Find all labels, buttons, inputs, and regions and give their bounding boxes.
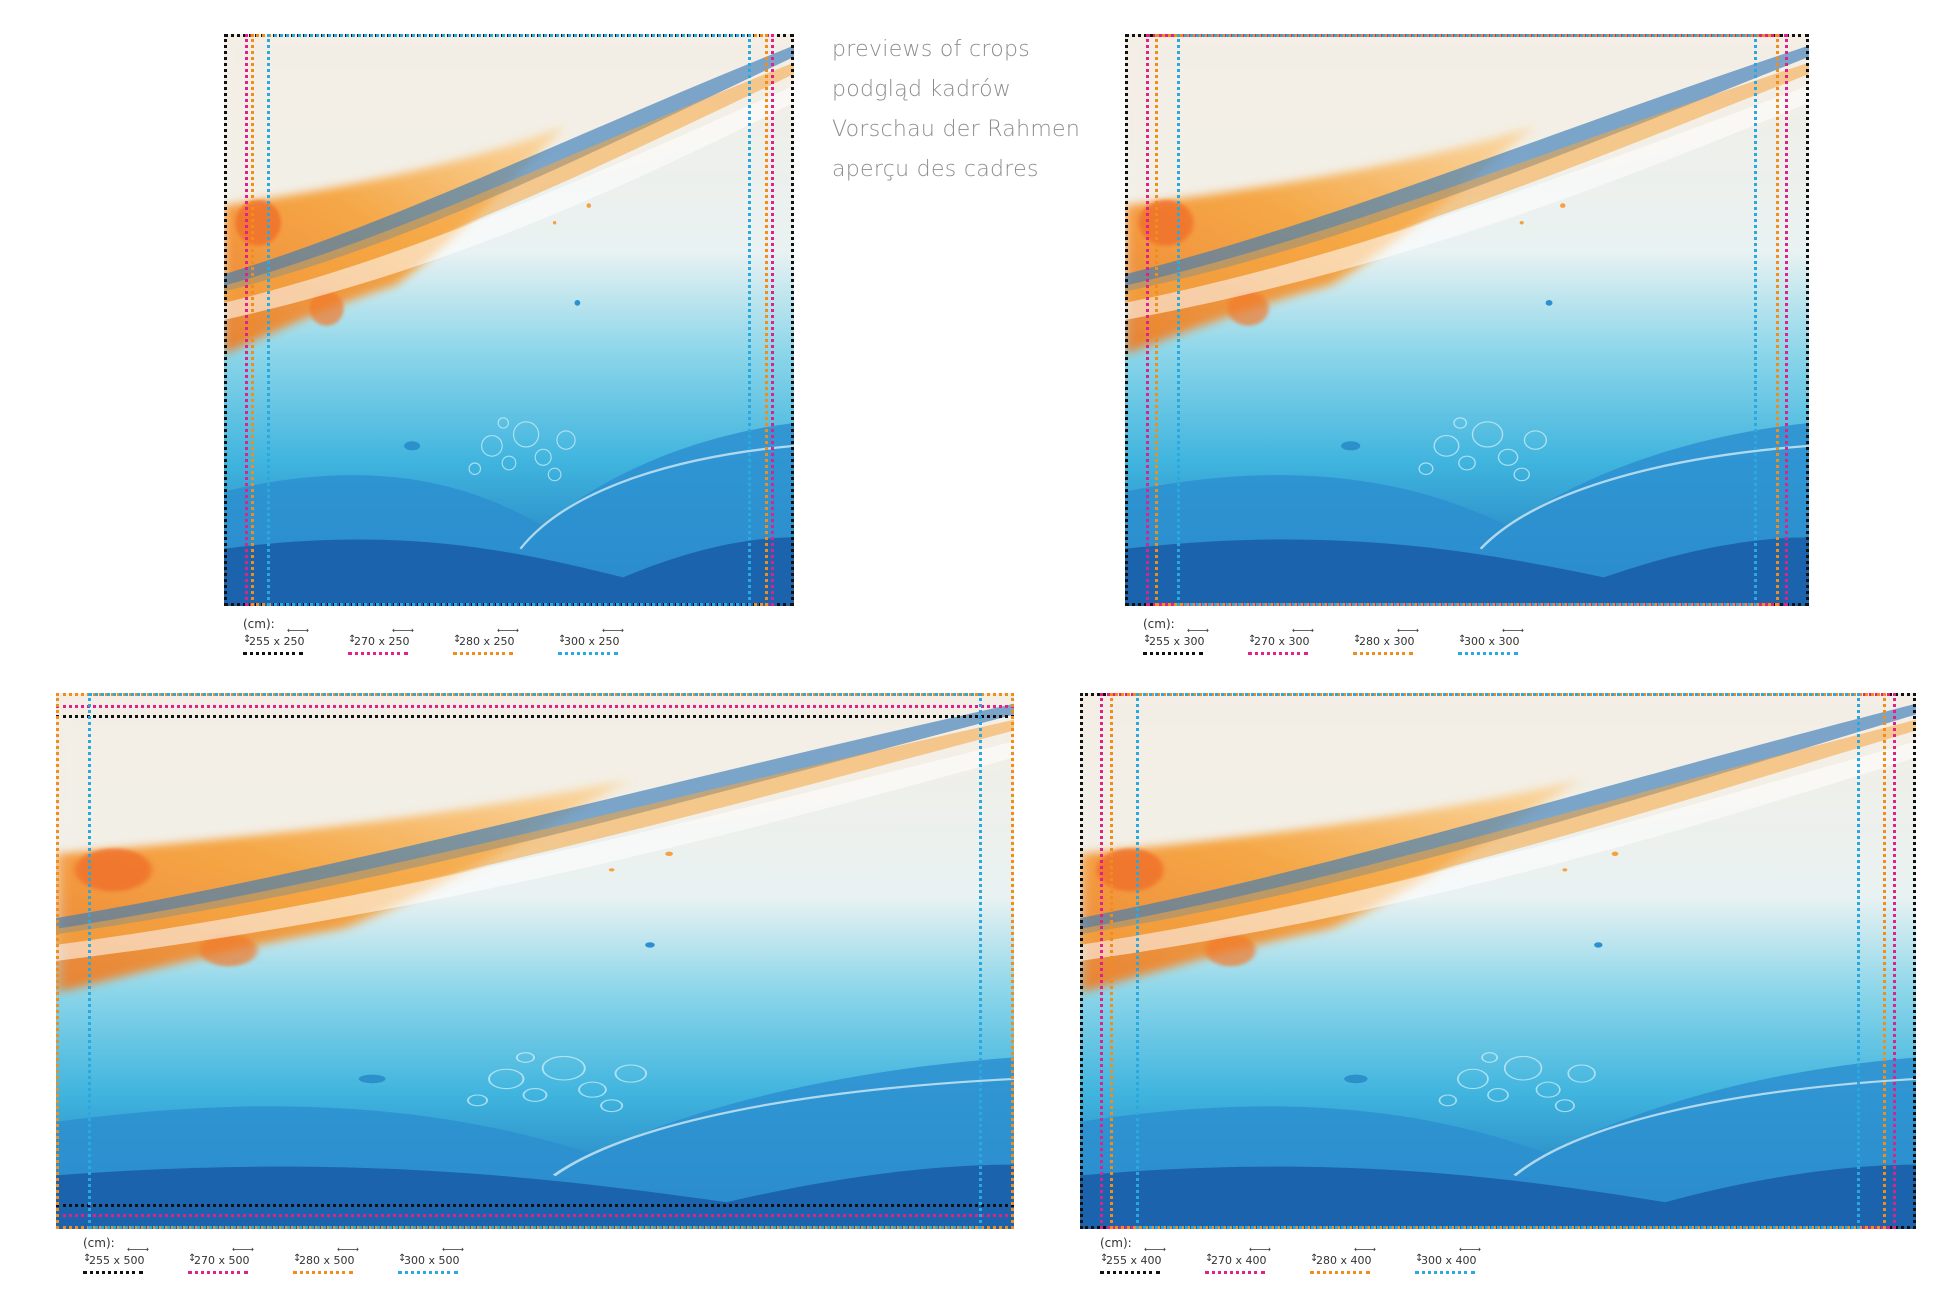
legend-label: 300 x 250 xyxy=(564,635,620,648)
legend-line-orange xyxy=(453,652,513,655)
legend-line-black xyxy=(243,652,303,655)
legend-500: (cm): ↕ ⟵⟶ 255 x 500 ↕ ⟵⟶ 270 x 500 ↕ ⟵⟶ 280 x… xyxy=(83,1236,503,1274)
legend-label: 270 x 500 xyxy=(194,1254,250,1267)
crop-preview-500 xyxy=(56,693,1014,1229)
legend-item: ↕ ⟵⟶ 300 x 300 xyxy=(1458,626,1563,655)
legend-label: 270 x 300 xyxy=(1254,635,1310,648)
legend-line-blue xyxy=(1458,652,1518,655)
legend-label: 280 x 250 xyxy=(459,635,515,648)
legend-item: ↕ ⟵⟶ 270 x 400 xyxy=(1205,1245,1310,1274)
legend-label: 255 x 500 xyxy=(89,1254,145,1267)
legend-item: ↕ ⟵⟶ 300 x 500 xyxy=(398,1245,503,1274)
title-block: previews of crops podgląd kadrów Vorscha… xyxy=(832,30,1080,190)
legend-line-pink xyxy=(348,652,408,655)
legend-label: 280 x 300 xyxy=(1359,635,1415,648)
legend-line-orange xyxy=(1353,652,1413,655)
legend-400: (cm): ↕ ⟵⟶ 255 x 400 ↕ ⟵⟶ 270 x 400 ↕ ⟵⟶ 280 x… xyxy=(1100,1236,1520,1274)
legend-line-pink xyxy=(1248,652,1308,655)
legend-label: 300 x 500 xyxy=(404,1254,460,1267)
legend-item: ↕ ⟵⟶ 280 x 400 xyxy=(1310,1245,1415,1274)
legend-item: ↕ ⟵⟶ 270 x 500 xyxy=(188,1245,293,1274)
artwork-image xyxy=(1125,34,1809,606)
legend-label: 270 x 400 xyxy=(1211,1254,1267,1267)
legend-item: ↕ ⟵⟶ 300 x 250 xyxy=(558,626,663,655)
legend-label: 255 x 300 xyxy=(1149,635,1205,648)
legend-item: ↕ ⟵⟶ 255 x 400 xyxy=(1100,1245,1205,1274)
legend-item: ↕ ⟵⟶ 255 x 250 xyxy=(243,626,348,655)
legend-item: ↕ ⟵⟶ 280 x 250 xyxy=(453,626,558,655)
legend-item: ↕ ⟵⟶ 270 x 250 xyxy=(348,626,453,655)
legend-label: 270 x 250 xyxy=(354,635,410,648)
title-en: previews of crops xyxy=(832,37,1031,62)
legend-300: (cm): ↕ ⟵⟶ 255 x 300 ↕ ⟵⟶ 270 x 300 ↕ ⟵⟶ 280 x… xyxy=(1143,617,1563,655)
legend-line-blue xyxy=(398,1271,458,1274)
artwork-image xyxy=(56,693,1014,1229)
legend-line-pink xyxy=(188,1271,248,1274)
legend-line-pink xyxy=(1205,1271,1265,1274)
legend-unit: (cm): xyxy=(1143,617,1175,631)
legend-line-black xyxy=(83,1271,143,1274)
crop-preview-300 xyxy=(1125,34,1809,606)
legend-label: 300 x 300 xyxy=(1464,635,1520,648)
legend-label: 280 x 400 xyxy=(1316,1254,1372,1267)
legend-item: ↕ ⟵⟶ 270 x 300 xyxy=(1248,626,1353,655)
legend-label: 255 x 250 xyxy=(249,635,305,648)
legend-unit: (cm): xyxy=(83,1236,115,1250)
legend-unit: (cm): xyxy=(243,617,275,631)
legend-unit: (cm): xyxy=(1100,1236,1132,1250)
legend-label: 280 x 500 xyxy=(299,1254,355,1267)
legend-item: ↕ ⟵⟶ 280 x 500 xyxy=(293,1245,398,1274)
legend-line-orange xyxy=(293,1271,353,1274)
legend-line-black xyxy=(1143,652,1203,655)
legend-250: (cm): ↕ ⟵⟶ 255 x 250 ↕ ⟵⟶ 270 x 250 ↕ ⟵⟶ 280 x… xyxy=(243,617,663,655)
crop-preview-250 xyxy=(224,34,794,606)
crop-preview-400 xyxy=(1080,693,1916,1229)
artwork-image xyxy=(1080,693,1916,1229)
legend-line-blue xyxy=(558,652,618,655)
title-pl: podgląd kadrów xyxy=(832,77,1012,102)
artwork-image xyxy=(224,34,794,606)
legend-item: ↕ ⟵⟶ 300 x 400 xyxy=(1415,1245,1520,1274)
legend-line-orange xyxy=(1310,1271,1370,1274)
legend-item: ↕ ⟵⟶ 255 x 300 xyxy=(1143,626,1248,655)
legend-label: 300 x 400 xyxy=(1421,1254,1477,1267)
title-fr: aperçu des cadres xyxy=(832,157,1039,182)
legend-item: ↕ ⟵⟶ 280 x 300 xyxy=(1353,626,1458,655)
title-de: Vorschau der Rahmen xyxy=(832,117,1081,142)
legend-item: ↕ ⟵⟶ 255 x 500 xyxy=(83,1245,188,1274)
legend-line-blue xyxy=(1415,1271,1475,1274)
legend-line-black xyxy=(1100,1271,1160,1274)
legend-label: 255 x 400 xyxy=(1106,1254,1162,1267)
